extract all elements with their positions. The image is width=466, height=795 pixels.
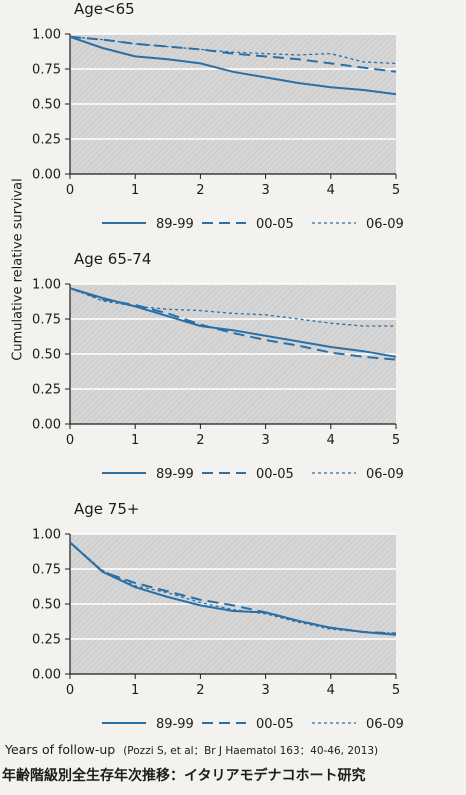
chart-panel-1: Age<65 0.00 0.25 0.50 0.75 1.00 0 1 2 3 4 5 89-99 00-… [32, 0, 404, 232]
series-line-00-05 [69, 541, 397, 635]
x-tick-label: 5 [392, 433, 400, 448]
x-axis-label: Years of follow-up [5, 742, 116, 757]
y-tick-label: 0.00 [32, 168, 61, 183]
series-line-00-05 [69, 287, 397, 361]
y-tick-label: 1.00 [32, 528, 61, 543]
y-tick-label: 0.25 [32, 383, 61, 398]
legend-label: 06-09 [366, 717, 404, 732]
panel-title: Age<65 [74, 0, 135, 18]
x-tick-label: 0 [66, 183, 74, 198]
y-tick-label: 0.25 [32, 133, 61, 148]
x-tick-label: 1 [131, 183, 139, 198]
x-tick-label: 3 [261, 183, 269, 198]
x-tick-label: 5 [392, 683, 400, 698]
x-tick-label: 0 [66, 433, 74, 448]
x-tick-label: 4 [327, 183, 335, 198]
legend-label: 89-99 [156, 717, 194, 732]
legend-label: 00-05 [256, 467, 294, 482]
citation: (Pozzi S, et al：Br J Haematol 163：40-46,… [123, 745, 379, 757]
y-tick-label: 0.25 [32, 633, 61, 648]
series-line-89-99 [69, 35, 397, 96]
y-tick-label: 0.75 [32, 313, 61, 328]
survival-figure: Age<65 0.00 0.25 0.50 0.75 1.00 0 1 2 3 4 5 89-99 00-… [32, 0, 404, 732]
chart-panel-3: Age 75+ 0.00 0.25 0.50 0.75 1.00 0 1 2 3 4 5 89-99 00… [32, 500, 404, 732]
y-tick-label: 0.00 [32, 418, 61, 433]
y-tick-label: 0.00 [32, 668, 61, 683]
x-tick-label: 2 [196, 183, 204, 198]
series-line-06-09 [69, 36, 397, 65]
legend-label: 00-05 [256, 717, 294, 732]
x-tick-label: 4 [327, 683, 335, 698]
y-axis-label: Cumulative relative survival [10, 178, 26, 361]
y-tick-label: 0.75 [32, 63, 61, 78]
x-tick-label: 3 [261, 683, 269, 698]
x-axis-label-line: Years of follow-up (Pozzi S, et al：Br J … [5, 742, 378, 758]
x-tick-label: 2 [196, 433, 204, 448]
y-tick-label: 0.50 [32, 598, 61, 613]
legend-label: 00-05 [256, 217, 294, 232]
chart-panel-2: Age 65-74 0.00 0.25 0.50 0.75 1.00 0 1 2 3 4 5 89-99… [32, 250, 404, 482]
x-tick-label: 3 [261, 433, 269, 448]
panel-title: Age 65-74 [74, 250, 151, 268]
legend-label: 06-09 [366, 217, 404, 232]
x-tick-label: 1 [131, 683, 139, 698]
y-tick-label: 0.50 [32, 98, 61, 113]
x-tick-label: 5 [392, 183, 400, 198]
x-tick-label: 1 [131, 433, 139, 448]
figure-caption: 年齢階級別全生存年次推移：イタリアモデナコホート研究 [2, 768, 366, 784]
series-line-06-09 [69, 541, 397, 635]
x-tick-label: 4 [327, 433, 335, 448]
panel-title: Age 75+ [74, 500, 139, 518]
y-tick-label: 1.00 [32, 278, 61, 293]
legend-label: 89-99 [156, 467, 194, 482]
legend-label: 06-09 [366, 467, 404, 482]
legend-label: 89-99 [156, 217, 194, 232]
y-tick-label: 1.00 [32, 28, 61, 43]
y-tick-label: 0.75 [32, 563, 61, 578]
y-tick-label: 0.50 [32, 348, 61, 363]
x-tick-label: 2 [196, 683, 204, 698]
x-tick-label: 0 [66, 683, 74, 698]
